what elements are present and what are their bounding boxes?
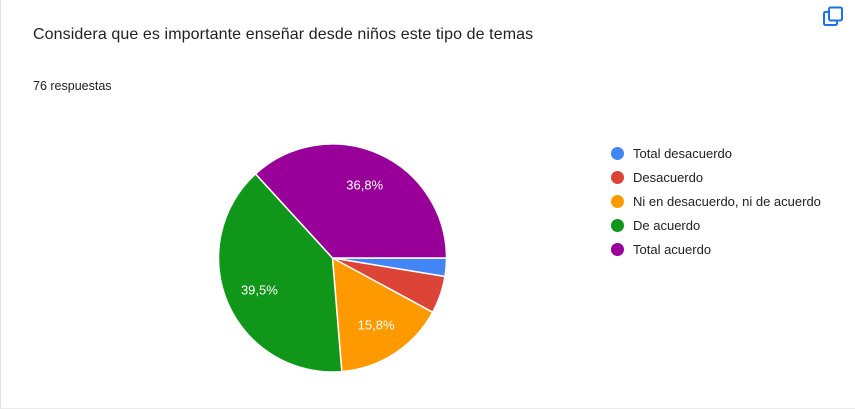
- legend-swatch-icon: [611, 242, 624, 256]
- legend-swatch-icon: [611, 146, 624, 160]
- legend-swatch-icon: [611, 194, 624, 208]
- pie-slice-label-4: 36,8%: [346, 178, 383, 193]
- copy-chart-button[interactable]: [819, 3, 847, 31]
- chart-legend: Total desacuerdo Desacuerdo Ni en desacuer…: [611, 141, 821, 261]
- legend-label: De acuerdo: [633, 217, 701, 233]
- legend-label: Desacuerdo: [633, 169, 704, 185]
- pie-slice-label-2: 15,8%: [358, 317, 395, 332]
- legend-label: Ni en desacuerdo, ni de acuerdo: [633, 193, 821, 209]
- responses-count: 76 respuestas: [33, 79, 112, 93]
- legend-item-0: Total desacuerdo: [611, 141, 821, 165]
- legend-item-3: De acuerdo: [611, 213, 821, 237]
- legend-swatch-icon: [611, 218, 624, 232]
- legend-swatch-icon: [611, 170, 624, 184]
- legend-label: Total acuerdo: [633, 241, 712, 257]
- legend-item-4: Total acuerdo: [611, 237, 821, 261]
- pie-slice-3: [217, 173, 343, 373]
- legend-label: Total desacuerdo: [633, 145, 733, 161]
- pie-slice-2: [331, 257, 434, 373]
- legend-item-1: Desacuerdo: [611, 165, 821, 189]
- pie-chart: 15,8% 39,5% 36,8%: [217, 143, 448, 373]
- pie-slice-label-3: 39,5%: [241, 282, 278, 297]
- legend-item-2: Ni en desacuerdo, ni de acuerdo: [611, 189, 821, 213]
- copy-chart-icon: [823, 6, 843, 26]
- question-title: Considera que es importante enseñar desd…: [33, 26, 534, 43]
- pie-slice-4: [254, 143, 448, 259]
